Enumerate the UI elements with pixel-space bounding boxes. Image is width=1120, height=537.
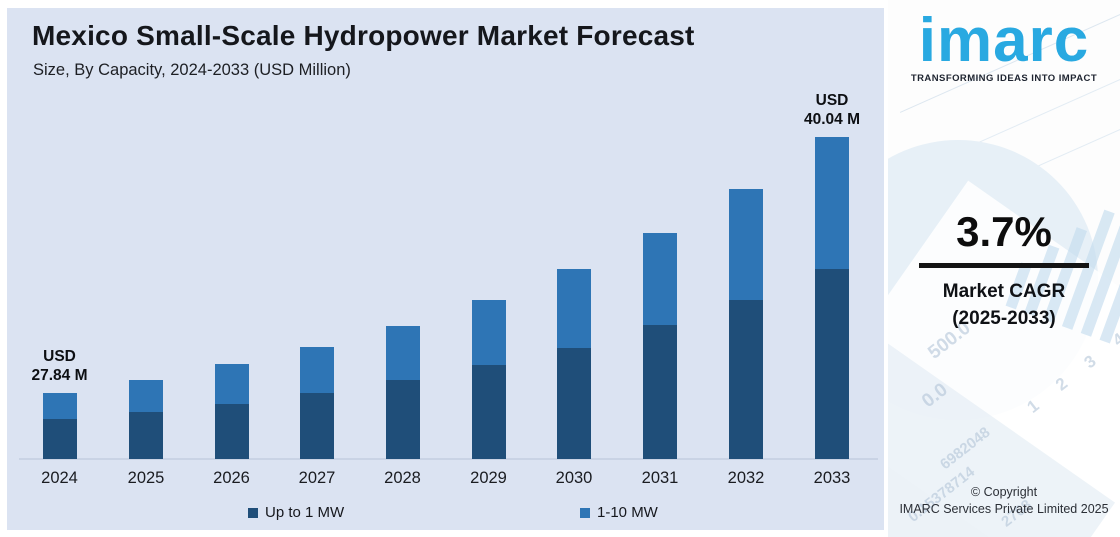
cagr-label-line2: (2025-2033) <box>952 308 1056 329</box>
x-tick-label: 2031 <box>641 469 679 487</box>
legend-label-1-10mw: 1-10 MW <box>597 504 658 521</box>
x-tick-label: 2025 <box>127 469 165 487</box>
bar-segment-1-10mw <box>42 393 77 419</box>
bar-2027 <box>300 347 334 459</box>
bar-segment-up-to-1mw <box>385 380 420 459</box>
bar-segment-1-10mw <box>815 137 849 269</box>
bar-segment-up-to-1mw <box>729 300 763 459</box>
bar-value-label: USD 40.04 M <box>777 91 887 129</box>
cagr-value: 3.7% <box>956 208 1052 255</box>
bar-segment-1-10mw <box>214 364 249 404</box>
brand-sidebar: 500.0 0.0 1 2 3 4 6982048 0.15378714 276… <box>888 0 1120 537</box>
bar-segment-up-to-1mw <box>471 365 506 459</box>
bar-2028 <box>385 326 420 459</box>
imarc-logo-text: imarc <box>918 6 1090 75</box>
x-tick-label: 2029 <box>470 469 507 487</box>
imarc-logo: imarc TRANSFORMING IDEAS INTO IMPACT <box>888 8 1120 84</box>
bar-value-label-line: 40.04 M <box>803 111 860 128</box>
bar-segment-up-to-1mw <box>643 325 677 459</box>
bar-segment-1-10mw <box>129 380 163 412</box>
cagr-label-line1: Market CAGR <box>942 281 1066 302</box>
chart-panel: Mexico Small-Scale Hydropower Market For… <box>7 8 884 530</box>
chart-title: Mexico Small-Scale Hydropower Market For… <box>32 20 695 51</box>
copyright: © Copyright IMARC Services Private Limit… <box>888 484 1120 518</box>
legend-label-up-to-1mw: Up to 1 MW <box>265 504 345 521</box>
bar-2031 <box>643 233 677 459</box>
legend-item-1-10mw: 1-10 MW <box>580 504 658 521</box>
bar-value-label: USD 27.84 M <box>5 347 115 385</box>
bar-2033 <box>815 137 849 459</box>
legend-item-up-to-1mw: Up to 1 MW <box>248 504 344 521</box>
x-tick-label: 2030 <box>555 469 593 487</box>
bar-segment-up-to-1mw <box>557 348 591 459</box>
x-axis-line <box>19 458 878 460</box>
x-tick-label: 2026 <box>213 469 250 487</box>
cagr-block: 3.7% Market CAGR (2025-2033) <box>888 208 1120 332</box>
bar-2026 <box>214 364 249 459</box>
bar-segment-1-10mw <box>471 300 506 365</box>
bar-2024 <box>42 393 77 459</box>
bar-2025 <box>129 380 163 459</box>
bar-2030 <box>557 269 591 459</box>
legend-swatch-up-to-1mw-icon <box>248 507 258 518</box>
chart-subtitle: Size, By Capacity, 2024-2033 (USD Millio… <box>33 61 351 79</box>
imarc-logo-tagline: TRANSFORMING IDEAS INTO IMPACT <box>910 73 1098 85</box>
bar-2029 <box>471 300 506 459</box>
bar-segment-up-to-1mw <box>214 404 249 459</box>
bar-segment-up-to-1mw <box>129 412 163 459</box>
bar-segment-1-10mw <box>557 269 591 348</box>
bar-segment-1-10mw <box>385 326 420 380</box>
bar-segment-up-to-1mw <box>300 393 334 459</box>
x-tick-label: 2028 <box>384 469 421 487</box>
bar-segment-1-10mw <box>729 189 763 300</box>
bar-2032 <box>729 189 763 459</box>
legend-swatch-1-10mw-icon <box>580 507 590 518</box>
plot-area <box>7 8 884 460</box>
legend: Up to 1 MW 1-10 MW <box>7 504 884 526</box>
bar-value-label-line: USD <box>43 348 76 365</box>
x-tick-label: 2032 <box>727 469 765 487</box>
x-tick-label: 2027 <box>298 469 336 487</box>
bar-segment-1-10mw <box>300 347 334 393</box>
copyright-line1: © Copyright <box>970 485 1038 499</box>
bar-segment-1-10mw <box>643 233 677 325</box>
bar-segment-up-to-1mw <box>42 419 77 459</box>
x-tick-label: 2024 <box>41 469 78 487</box>
copyright-line2: IMARC Services Private Limited 2025 <box>899 502 1109 516</box>
cagr-divider <box>919 263 1089 268</box>
x-tick-label: 2033 <box>813 469 851 487</box>
bar-value-label-line: USD <box>815 92 849 109</box>
bar-segment-up-to-1mw <box>815 269 849 459</box>
bar-value-label-line: 27.84 M <box>31 367 88 384</box>
